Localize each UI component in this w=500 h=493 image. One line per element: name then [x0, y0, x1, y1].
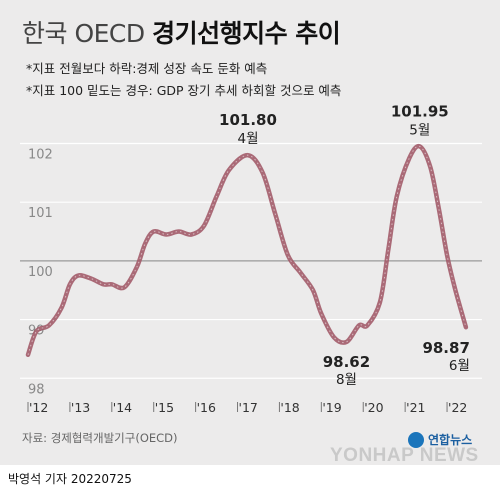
series-line: [25, 143, 469, 358]
x-tick-label: '16: [197, 400, 216, 415]
x-tick-label: '22: [448, 400, 467, 415]
grid-layer: [20, 142, 482, 379]
logo-english: YONHAP NEWS: [330, 445, 479, 465]
x-tick-label: '12: [29, 400, 48, 415]
x-tick-label: '21: [406, 400, 425, 415]
annotation-value: 98.62: [323, 353, 370, 371]
y-tick-label: 101: [28, 206, 53, 221]
annotation-month: 4월: [237, 131, 258, 147]
series-line-texture: [27, 145, 467, 355]
x-tick-label: '15: [155, 400, 174, 415]
yonhap-mark-icon: [408, 432, 424, 448]
chart-title: 한국 OECD 경기선행지수 추이: [22, 14, 341, 50]
x-tick-label: '17: [239, 400, 258, 415]
note-decline: *지표 전월보다 하락:경제 성장 속도 둔화 예측: [26, 61, 268, 76]
title-bold: 경기선행지수 추이: [152, 19, 341, 48]
y-tick-label: 102: [28, 147, 53, 162]
x-tick-label: '20: [364, 400, 383, 415]
annotation-value: 98.87: [422, 339, 469, 357]
annotation-month: 8월: [336, 372, 357, 388]
y-tick-label: 98: [28, 382, 45, 397]
x-tick-label: '19: [322, 400, 341, 415]
series-layer: [25, 143, 469, 358]
title-light: 한국 OECD: [22, 19, 145, 48]
logo-korean: 연합뉴스: [428, 433, 473, 447]
annotation-value: 101.95: [391, 102, 449, 120]
annotation-month: 5월: [409, 122, 430, 138]
note-below-100: *지표 100 밑도는 경우: GDP 장기 추세 하회할 것으로 예측: [26, 83, 342, 98]
x-tick-layer: '12 '13 '14 '15 '16 '17 '18 '19 '20 '21 '22: [27, 400, 467, 415]
x-tick-label: '18: [280, 400, 299, 415]
x-tick-label: '13: [71, 400, 90, 415]
annotation-value: 101.80: [219, 111, 277, 129]
infographic-card: 한국 OECD 경기선행지수 추이 *지표 전월보다 하락:경제 성장 속도 둔…: [0, 0, 500, 465]
source-note: 자료: 경제협력개발기구(OECD): [22, 431, 178, 445]
yonhap-logo: 연합뉴스 YONHAP NEWS: [320, 428, 498, 465]
annotation-month: 6월: [449, 358, 470, 374]
reporter-credit: 박영석 기자 20220725: [8, 472, 132, 486]
x-tick-label: '14: [113, 400, 132, 415]
y-tick-label: 100: [28, 265, 53, 280]
